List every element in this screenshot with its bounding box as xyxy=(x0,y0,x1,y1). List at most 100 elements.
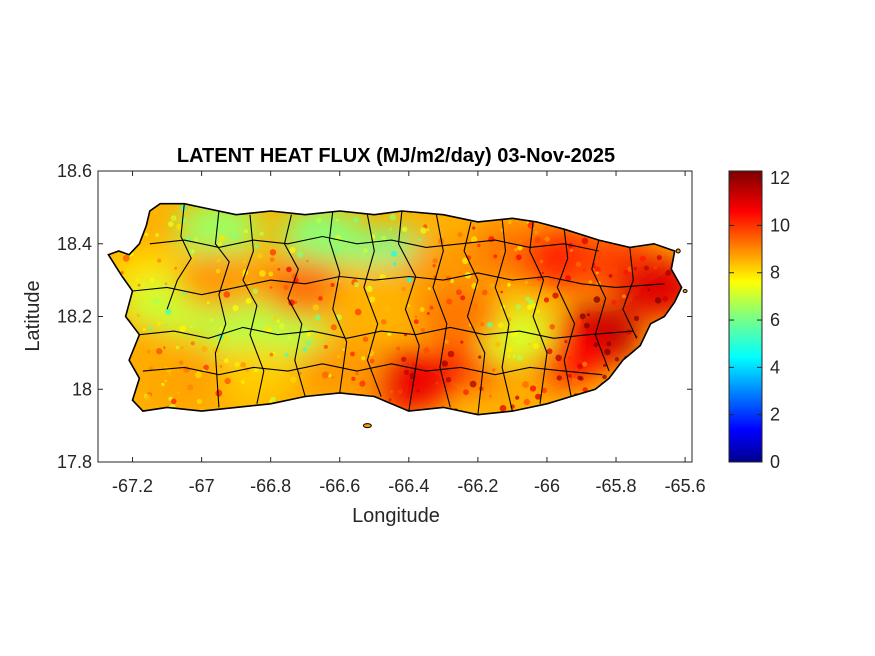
heat-speckle xyxy=(224,377,231,385)
heat-speckle xyxy=(419,307,425,312)
heat-speckle xyxy=(173,312,176,316)
heat-speckle xyxy=(583,322,590,329)
heat-speckle xyxy=(336,354,341,359)
heat-speckle xyxy=(548,356,552,360)
heat-speckle xyxy=(427,287,431,291)
heat-speckle xyxy=(543,278,550,284)
heat-speckle xyxy=(513,256,517,260)
heat-speckle xyxy=(499,405,507,412)
heat-speckle xyxy=(216,258,221,263)
heat-speckle xyxy=(265,325,271,331)
heat-zone xyxy=(366,351,451,412)
heat-speckle xyxy=(488,394,493,398)
heat-speckle xyxy=(289,370,295,376)
x-tick-label: -66 xyxy=(534,476,560,496)
x-tick-label: -66.4 xyxy=(388,476,429,496)
heat-speckle xyxy=(497,322,504,328)
heat-speckle xyxy=(232,305,239,312)
heat-speckle xyxy=(245,298,252,304)
heat-speckle xyxy=(547,293,552,299)
colorbar-tick-label: 0 xyxy=(770,452,780,472)
heat-speckle xyxy=(192,250,195,253)
heat-speckle xyxy=(420,227,427,234)
heat-speckle xyxy=(241,380,245,385)
heat-speckle xyxy=(254,244,259,249)
heat-speckle xyxy=(302,347,308,352)
municipality-boundary xyxy=(622,247,638,339)
heat-speckle xyxy=(153,298,160,305)
heat-speckle xyxy=(662,295,669,302)
heat-speckle xyxy=(209,318,214,323)
heat-speckle xyxy=(447,350,455,358)
heat-speckle xyxy=(234,361,240,368)
heat-speckle xyxy=(297,251,304,258)
municipality-boundary xyxy=(397,210,420,412)
heat-speckle xyxy=(426,228,430,232)
x-tick-label: -66.6 xyxy=(319,476,360,496)
heat-speckle xyxy=(369,358,375,364)
heat-speckle xyxy=(514,248,518,252)
small-island xyxy=(675,248,681,254)
municipality-boundary xyxy=(529,221,548,404)
x-tick-label: -67 xyxy=(189,476,215,496)
heat-speckle xyxy=(257,253,263,259)
heat-speckle xyxy=(639,255,646,262)
heat-speckle xyxy=(141,284,144,287)
heat-speckle xyxy=(396,346,401,351)
y-tick-label: 18 xyxy=(72,379,92,399)
heat-speckle xyxy=(499,249,506,256)
heat-speckle xyxy=(567,355,573,360)
heat-speckle xyxy=(546,348,553,355)
heat-speckle xyxy=(549,324,556,330)
municipality-boundary xyxy=(139,326,634,339)
heat-speckle xyxy=(488,236,495,243)
heat-speckle xyxy=(165,324,168,327)
heat-speckle xyxy=(516,354,523,361)
heat-speckle xyxy=(331,375,335,380)
heat-speckle xyxy=(137,283,141,287)
heat-speckle xyxy=(215,268,221,274)
heat-speckle xyxy=(519,239,522,243)
heat-speckle xyxy=(283,284,289,290)
heat-speckle xyxy=(577,375,582,380)
heat-speckle xyxy=(429,305,434,310)
heat-speckle xyxy=(201,346,208,353)
heat-speckle xyxy=(456,289,462,296)
heat-speckle xyxy=(359,380,366,387)
heatmap-layer xyxy=(108,203,682,415)
municipality-boundary xyxy=(591,239,610,372)
heat-speckle xyxy=(259,270,266,277)
heat-speckle xyxy=(305,340,311,346)
heat-speckle xyxy=(120,271,124,275)
heat-speckle xyxy=(289,247,296,254)
heat-speckle xyxy=(391,250,397,257)
heat-speckle xyxy=(441,360,448,367)
heat-speckle xyxy=(582,268,587,272)
heat-speckle xyxy=(368,296,376,303)
chart-title: LATENT HEAT FLUX (MJ/m2/day) 03-Nov-2025 xyxy=(177,145,615,167)
heat-speckle xyxy=(592,265,596,268)
municipality-boundary xyxy=(363,214,382,397)
heat-speckle xyxy=(270,396,276,402)
heat-speckle xyxy=(604,348,611,356)
heat-speckle xyxy=(544,236,550,242)
heat-speckle xyxy=(595,271,599,275)
island-coastline xyxy=(107,202,683,416)
municipality-boundary xyxy=(132,272,665,296)
heat-speckle xyxy=(353,281,359,287)
heat-speckle xyxy=(354,308,362,316)
heat-speckle xyxy=(165,308,172,315)
colorbar-ticks: 0 2 4 6 8 10 12 xyxy=(729,168,790,472)
heat-speckle xyxy=(206,301,210,305)
heat-speckle xyxy=(268,271,274,277)
heat-speckle xyxy=(490,283,495,288)
heat-speckle xyxy=(659,264,663,268)
heat-speckle xyxy=(259,231,264,236)
heat-speckle xyxy=(643,265,649,271)
heat-speckle xyxy=(416,389,420,393)
heat-speckle xyxy=(144,232,149,237)
heat-speckle xyxy=(286,266,292,273)
heat-speckle xyxy=(397,389,403,395)
municipality-boundary xyxy=(142,363,603,376)
heat-speckle xyxy=(575,319,581,326)
